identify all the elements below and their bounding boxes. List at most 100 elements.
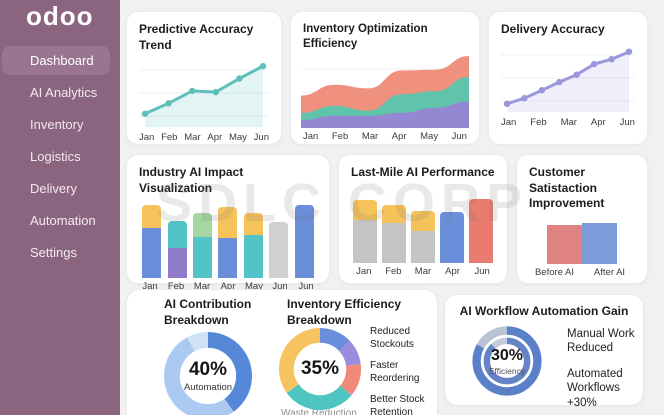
x-tick-label: Apr (207, 132, 223, 144)
x-tick-label: Apr (445, 265, 460, 277)
bar-segment (167, 221, 187, 248)
delivery-accuracy-chart (499, 42, 637, 114)
bar-segment (294, 205, 314, 279)
x-tick-label: Before AI (534, 266, 575, 278)
bar (380, 205, 409, 263)
bar-segment (382, 223, 407, 263)
x-tick-label: Feb (331, 130, 349, 142)
card-title: Delivery Accuracy (501, 22, 605, 36)
x-tick-label: Jun (253, 132, 269, 144)
donut-center: 40% Automation (164, 332, 252, 415)
last-mile-performance-chart (349, 185, 497, 263)
card-title: Predictive Accuracy Trend (139, 22, 254, 52)
x-tick-label: Jan (303, 130, 319, 142)
x-tick-label: Apr (391, 130, 407, 142)
bar-segment (193, 212, 213, 237)
donut-legend: Manual Work Reduced Automated Workflows … (567, 327, 639, 415)
bar (582, 222, 617, 264)
card-title: AI Contribution Breakdown (164, 297, 252, 327)
x-axis-labels: Jan Feb Mar Apr Jun (499, 117, 637, 128)
sidebar: odoo Dashboard AI Analytics Inventory Lo… (0, 0, 120, 415)
card-title: Inventory Optimization Efficiency (303, 23, 428, 50)
x-tick-label: Mar (361, 130, 379, 142)
sidebar-item-delivery[interactable]: Delivery (30, 181, 77, 196)
bar-segment (547, 225, 582, 264)
bar-segment (468, 199, 493, 263)
bar-segment (243, 212, 263, 235)
sidebar-item-settings[interactable]: Settings (30, 245, 77, 260)
card-delivery-accuracy: Delivery Accuracy Jan Feb Mar Apr Jun (488, 11, 648, 145)
bar-segment (142, 228, 162, 279)
card-breakdown-donuts: AI Contribution Breakdown 40% Automation… (126, 289, 438, 415)
x-tick-label: Jan (139, 132, 155, 144)
bar (466, 199, 495, 263)
x-tick-label: Jan (501, 116, 517, 128)
delivery-accuracy-svg (501, 48, 635, 112)
predictive-accuracy-chart (137, 57, 271, 129)
bar-segment (410, 210, 435, 232)
x-tick-label: Jun (619, 116, 635, 128)
bar-segment (353, 220, 378, 263)
ai-workflow-donut: 30% Efficiency (469, 323, 545, 399)
bar-segment (410, 231, 435, 263)
sidebar-item-automation[interactable]: Automation (30, 213, 96, 228)
legend-item-cutoff: Waste Reduction (281, 408, 357, 415)
x-axis-labels: Jan Feb Mar Apr May Jun Jun (137, 281, 319, 292)
inventory-optimization-chart (301, 55, 469, 128)
inventory-efficiency-donut: 35% (279, 328, 361, 410)
odoo-logo: odoo (26, 1, 94, 31)
card-ai-workflow-gain: AI Workflow Automation Gain 30% Efficien… (444, 294, 644, 409)
x-tick-label: Jun (474, 265, 490, 277)
x-tick-label: Jun (298, 281, 314, 293)
card-customer-satisfaction: Customer Satistaction Improvement Before… (516, 154, 648, 284)
ai-contribution-svg (164, 332, 252, 415)
predictive-accuracy-svg (139, 63, 269, 128)
x-tick-label: Mar (193, 281, 211, 293)
x-tick-label: Feb (167, 281, 185, 293)
donut-label: Efficiency (488, 365, 526, 376)
main-content: SDLC CORP Predictive Accuracy Trend JanF… (120, 0, 664, 415)
card-predictive-accuracy: Predictive Accuracy Trend Jan Feb Mar Apr Ma… (126, 11, 282, 145)
sidebar-item-inventory[interactable]: Inventory (30, 117, 84, 132)
donut-value: 35% (300, 358, 340, 379)
bar (351, 200, 380, 263)
industry-ai-impact-chart (137, 200, 319, 279)
sidebar-item-ai-analytics[interactable]: AI Analytics (30, 85, 98, 100)
bar (292, 205, 317, 279)
legend-item: Better Stock Retention (370, 394, 425, 415)
x-axis-labels: Jan Feb Mar Apr May Jun (137, 132, 271, 143)
x-axis-labels: Jan Feb Mar Apr Jun (349, 266, 497, 277)
x-tick-label: May (245, 281, 263, 293)
bar-segment (353, 200, 378, 220)
x-axis-labels: Before AI After AI (527, 267, 637, 278)
bar (409, 210, 438, 263)
bar (190, 212, 215, 279)
x-tick-label: Jan (356, 265, 372, 277)
bar-segment (142, 205, 162, 229)
donut-center: 35% (279, 328, 361, 410)
x-tick-label: After AI (593, 266, 626, 278)
bar (139, 205, 164, 279)
legend-item: Automated Workflows +30% (567, 367, 623, 409)
donut-legend: Reduced Stockouts Faster Reordering Bett… (370, 326, 437, 415)
donut-label: Automation (183, 382, 233, 393)
bar-segment (269, 222, 289, 279)
x-tick-label: Jun (272, 281, 288, 293)
x-tick-label: Apr (590, 116, 606, 128)
sidebar-item-dashboard[interactable]: Dashboard (2, 46, 110, 75)
bar-segment (218, 207, 238, 238)
x-tick-label: Feb (161, 132, 178, 144)
x-tick-label: Mar (560, 116, 577, 128)
legend-item: Manual Work Reduced (567, 328, 635, 355)
x-tick-label: Jun (451, 130, 467, 142)
bar (241, 212, 266, 279)
card-title: Industry AI Impact Visualization (139, 165, 244, 195)
ai-workflow-gain-svg (472, 326, 542, 396)
sidebar-item-logistics[interactable]: Logistics (30, 149, 81, 164)
card-inventory-optimization: Inventory Optimization Efficiency Jan Feb… (290, 11, 480, 145)
customer-satisfaction-chart (527, 216, 637, 264)
card-title: Last-Mile AI Performance (351, 165, 495, 179)
x-tick-label: Mar (414, 265, 432, 277)
bar (547, 225, 582, 264)
sidebar-nav: Dashboard AI Analytics Inventory Logisti… (0, 46, 120, 267)
